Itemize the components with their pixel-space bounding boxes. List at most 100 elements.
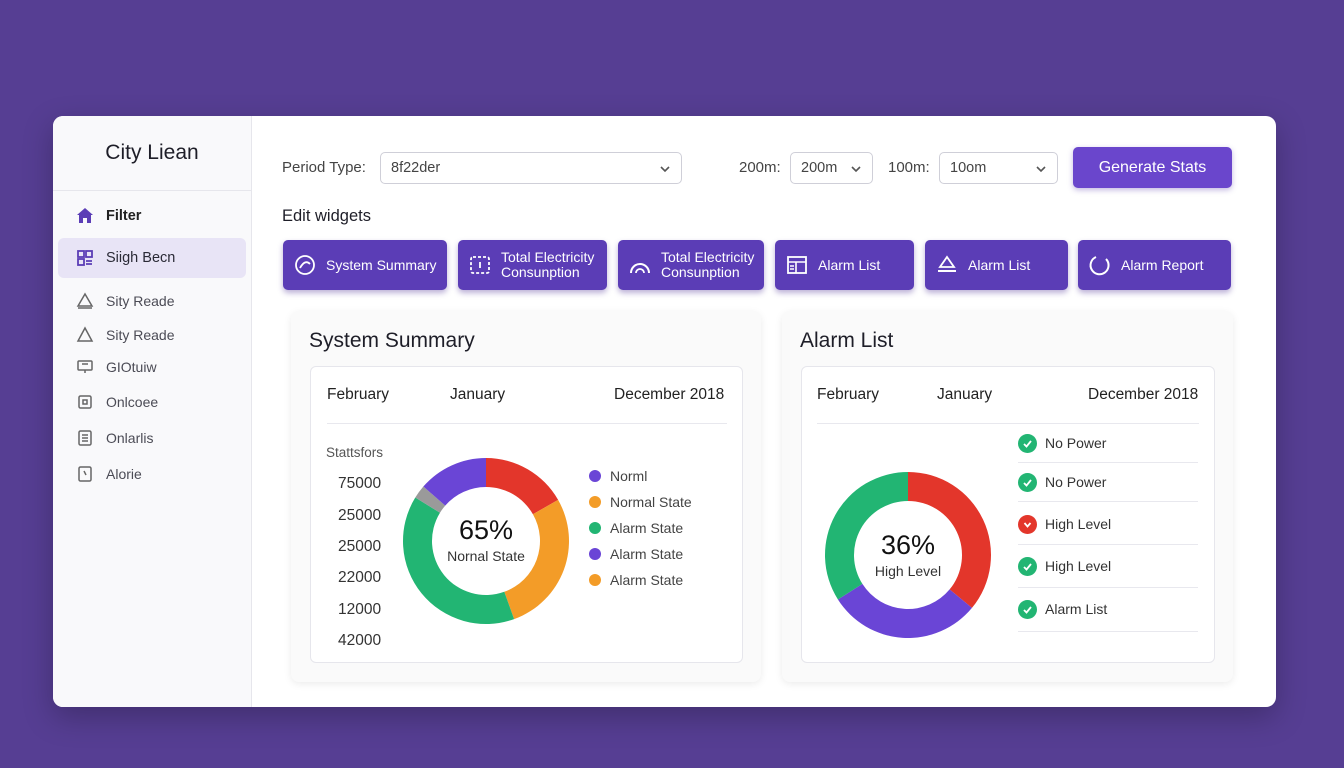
sidebar-item-onlcoee[interactable]: Onlcoee bbox=[58, 382, 246, 422]
donut-slice-green bbox=[825, 472, 908, 600]
alarm-list-title: Alarm List bbox=[800, 329, 894, 352]
alarm-list-card: Alarm List February January December 201… bbox=[782, 311, 1233, 682]
app-window: City Liean Filter Siigh Becn Sity Reade … bbox=[53, 116, 1276, 707]
bell-icon bbox=[938, 255, 956, 272]
legend-dot bbox=[589, 522, 601, 534]
widget-label: Total Electricity Consunption bbox=[661, 249, 755, 280]
chevron-down-icon bbox=[851, 166, 861, 173]
donut-slice-purple bbox=[423, 458, 486, 506]
period-type-label: Period Type: bbox=[282, 159, 366, 176]
sidebar-item-filter[interactable]: Filter bbox=[58, 196, 246, 236]
meter-icon bbox=[470, 256, 490, 274]
sidebar-item-label: Siigh Becn bbox=[106, 250, 176, 266]
generate-stats-button[interactable]: Generate Stats bbox=[1073, 147, 1232, 188]
system-summary-card: System Summary February January December… bbox=[291, 311, 761, 682]
alarm-label: High Level bbox=[1045, 516, 1112, 532]
alarm-list-item[interactable]: No Power bbox=[1018, 463, 1198, 501]
column-header: January bbox=[450, 386, 506, 403]
zoom-200-value: 200m bbox=[801, 160, 838, 176]
gauge-icon bbox=[630, 263, 650, 274]
sidebar-item-onlarlis[interactable]: Onlarlis bbox=[58, 418, 246, 458]
triangle-icon bbox=[75, 325, 95, 345]
legend-label: Normal State bbox=[610, 494, 692, 510]
legend-dot bbox=[589, 574, 601, 586]
stat-value: 12000 bbox=[338, 601, 382, 618]
donut-center-value: 36% bbox=[880, 530, 936, 560]
stat-value: 42000 bbox=[338, 632, 382, 649]
zoom-100-select[interactable]: 10om bbox=[939, 152, 1058, 184]
check-icon bbox=[1018, 599, 1037, 619]
widget-total-electricity-button-2[interactable]: Total Electricity Consunption bbox=[618, 240, 764, 290]
widget-total-electricity-button[interactable]: Total Electricity Consunption bbox=[458, 240, 607, 290]
legend-item: Alarm State bbox=[589, 572, 683, 588]
sidebar-item-sity-reade-2[interactable]: Sity Reade bbox=[58, 315, 246, 355]
widget-label: Alarm List bbox=[818, 256, 881, 273]
alarm-list-item[interactable]: High Level bbox=[1018, 505, 1198, 543]
donut-center: 65% Nornal State bbox=[426, 515, 546, 564]
sidebar-item-giotuiw[interactable]: GIOtuiw bbox=[58, 347, 246, 387]
sidebar: City Liean Filter Siigh Becn Sity Reade … bbox=[53, 116, 252, 707]
column-header: December 2018 bbox=[614, 386, 725, 403]
donut-slice-red bbox=[486, 458, 559, 515]
zoom-100-value: 10om bbox=[950, 160, 987, 176]
sidebar-item-siigh-becn[interactable]: Siigh Becn bbox=[58, 238, 246, 278]
alarm-label: Alarm List bbox=[1045, 601, 1108, 617]
alarm-list-item[interactable]: High Level bbox=[1018, 547, 1198, 585]
check-icon bbox=[1018, 556, 1037, 576]
app-title: City Liean bbox=[53, 116, 251, 191]
column-header: February bbox=[327, 386, 390, 403]
sidebar-item-label: GIOtuiw bbox=[106, 359, 157, 375]
divider bbox=[817, 423, 1199, 424]
document-icon bbox=[75, 428, 95, 448]
sidebar-item-label: Sity Reade bbox=[106, 327, 175, 343]
grid-icon bbox=[75, 248, 95, 268]
system-summary-title: System Summary bbox=[309, 329, 475, 352]
donut-slice-normal bbox=[403, 497, 515, 624]
note-icon bbox=[75, 464, 95, 484]
donut-slice-orange bbox=[504, 499, 569, 620]
zoom-100-label: 100m: bbox=[888, 159, 930, 176]
circle-icon bbox=[1089, 256, 1110, 276]
donut-center-label: Nornal State bbox=[447, 548, 525, 564]
chevron-down-icon bbox=[660, 166, 670, 173]
stat-value: 22000 bbox=[338, 569, 382, 586]
alarm-label: High Level bbox=[1045, 558, 1112, 574]
widget-label: Total Electricity Consunption bbox=[501, 249, 595, 280]
widget-label: Alarm Report bbox=[1121, 256, 1204, 273]
donut-center-value: 65% bbox=[458, 515, 514, 545]
legend-label: Alarm State bbox=[610, 546, 684, 562]
edit-widgets-title: Edit widgets bbox=[282, 207, 371, 225]
period-type-value: 8f22der bbox=[391, 160, 441, 176]
widget-system-summary-button[interactable]: System Summary bbox=[283, 240, 447, 290]
widget-alarm-report-button[interactable]: Alarm Report bbox=[1078, 240, 1231, 290]
alarm-list-item[interactable]: No Power bbox=[1018, 424, 1198, 462]
sidebar-item-label: Sity Reade bbox=[106, 293, 175, 309]
widget-alarm-list-button-2[interactable]: Alarm List bbox=[925, 240, 1068, 290]
home-icon bbox=[75, 206, 95, 226]
widget-label: Alarm List bbox=[968, 256, 1031, 273]
warning-icon bbox=[75, 291, 95, 311]
square-icon bbox=[75, 392, 95, 412]
divider bbox=[1018, 501, 1198, 502]
sidebar-item-label: Onlcoee bbox=[106, 394, 159, 410]
widget-alarm-list-button[interactable]: Alarm List bbox=[775, 240, 914, 290]
donut-slice-red bbox=[908, 472, 991, 608]
sidebar-item-alorie[interactable]: Alorie bbox=[58, 454, 246, 494]
sidebar-item-label: Onlarlis bbox=[106, 430, 154, 446]
stat-value: 75000 bbox=[338, 475, 382, 492]
check-icon bbox=[1018, 472, 1037, 492]
legend-dot bbox=[589, 548, 601, 560]
divider bbox=[1018, 587, 1198, 588]
donut-center: 36% High Level bbox=[848, 530, 968, 579]
legend-item: Alarm State bbox=[589, 520, 683, 536]
divider bbox=[1018, 631, 1198, 632]
sidebar-item-sity-reade[interactable]: Sity Reade bbox=[58, 281, 246, 321]
loop-icon bbox=[295, 255, 315, 275]
alert-icon bbox=[1018, 514, 1037, 534]
alarm-list-item[interactable]: Alarm List bbox=[1018, 590, 1198, 628]
period-type-select[interactable]: 8f22der bbox=[380, 152, 682, 184]
zoom-200-select[interactable]: 200m bbox=[790, 152, 873, 184]
divider bbox=[327, 423, 727, 424]
stat-value: 25000 bbox=[338, 507, 382, 524]
legend-dot bbox=[589, 496, 601, 508]
